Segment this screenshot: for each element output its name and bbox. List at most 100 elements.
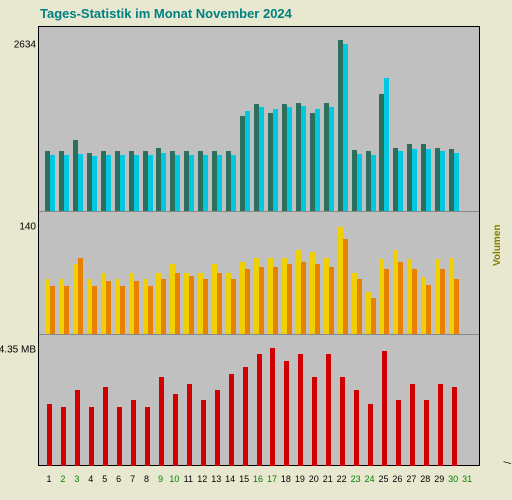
day-group xyxy=(419,335,433,466)
day-group xyxy=(405,212,419,335)
x-tick-label: 17 xyxy=(265,474,279,484)
day-group xyxy=(266,335,280,466)
x-tick-label: 16 xyxy=(251,474,265,484)
y-tick-label: 140 xyxy=(19,221,39,232)
bar xyxy=(412,269,417,334)
day-group xyxy=(350,212,364,335)
day-group xyxy=(168,27,182,211)
bar xyxy=(301,106,306,211)
bar xyxy=(273,109,278,210)
bar xyxy=(148,286,153,335)
day-group xyxy=(405,335,419,466)
day-group xyxy=(391,27,405,211)
bar xyxy=(312,377,317,466)
day-group xyxy=(322,335,336,466)
day-group xyxy=(294,212,308,335)
day-group xyxy=(113,335,127,466)
bar xyxy=(454,279,459,334)
day-group xyxy=(461,212,475,335)
day-group xyxy=(461,335,475,466)
bar xyxy=(398,151,403,211)
day-group xyxy=(57,335,71,466)
x-tick-label: 20 xyxy=(307,474,321,484)
bar xyxy=(148,155,153,211)
day-group xyxy=(182,212,196,335)
bar xyxy=(257,354,262,466)
bar xyxy=(106,155,111,211)
bar xyxy=(426,285,431,335)
day-group xyxy=(322,27,336,211)
bar xyxy=(231,155,236,211)
day-group xyxy=(71,27,85,211)
day-group xyxy=(210,335,224,466)
day-group xyxy=(350,27,364,211)
bar xyxy=(384,269,389,334)
bar xyxy=(426,149,431,211)
day-group xyxy=(294,27,308,211)
day-group xyxy=(99,212,113,335)
day-group xyxy=(141,212,155,335)
bar xyxy=(173,394,178,466)
bar xyxy=(340,377,345,466)
day-group xyxy=(308,212,322,335)
bar xyxy=(215,390,220,466)
panel: 140 xyxy=(39,211,479,335)
day-group xyxy=(168,212,182,335)
day-group xyxy=(280,335,294,466)
x-tick-label: 8 xyxy=(140,474,154,484)
x-tick-label: 11 xyxy=(181,474,195,484)
y-tick-label: 34.35 MB xyxy=(0,345,39,356)
day-group xyxy=(99,27,113,211)
x-tick-label: 12 xyxy=(195,474,209,484)
x-tick-label: 23 xyxy=(349,474,363,484)
x-tick-label: 5 xyxy=(98,474,112,484)
day-group xyxy=(182,27,196,211)
x-tick-label: 24 xyxy=(363,474,377,484)
panel: 34.35 MB xyxy=(39,334,479,466)
bar xyxy=(161,279,166,334)
bar xyxy=(440,151,445,211)
bar xyxy=(189,155,194,211)
day-group xyxy=(224,212,238,335)
x-tick-label: 9 xyxy=(154,474,168,484)
bar xyxy=(134,155,139,211)
day-group xyxy=(364,27,378,211)
legend-separator: / xyxy=(503,26,512,464)
day-group xyxy=(85,335,99,466)
bar xyxy=(231,279,236,334)
day-group xyxy=(57,27,71,211)
day-group xyxy=(57,212,71,335)
bar xyxy=(134,281,139,335)
bar xyxy=(47,404,52,466)
bar xyxy=(396,400,401,466)
day-group xyxy=(113,27,127,211)
day-group xyxy=(196,27,210,211)
day-group xyxy=(433,335,447,466)
day-group xyxy=(252,27,266,211)
panel: 2634 xyxy=(39,27,479,211)
bar xyxy=(343,239,348,335)
side-legend: Volumen/Rechner/Besuche/Seiten/Dateien/A… xyxy=(492,26,510,464)
day-group xyxy=(71,212,85,335)
bar xyxy=(398,262,403,335)
bar xyxy=(329,107,334,211)
bar xyxy=(382,351,387,466)
bar xyxy=(106,281,111,335)
legend-label: Volumen xyxy=(492,26,503,464)
bar xyxy=(61,407,66,466)
day-group xyxy=(238,212,252,335)
bar xyxy=(384,78,389,211)
day-group xyxy=(224,27,238,211)
day-group xyxy=(280,27,294,211)
bar xyxy=(75,390,80,466)
day-group xyxy=(43,212,57,335)
day-group xyxy=(43,335,57,466)
day-group xyxy=(85,212,99,335)
day-group xyxy=(266,27,280,211)
bar xyxy=(315,109,320,210)
day-group xyxy=(224,335,238,466)
day-group xyxy=(196,212,210,335)
day-group xyxy=(238,335,252,466)
day-group xyxy=(196,335,210,466)
y-tick-label: 2634 xyxy=(14,40,39,51)
